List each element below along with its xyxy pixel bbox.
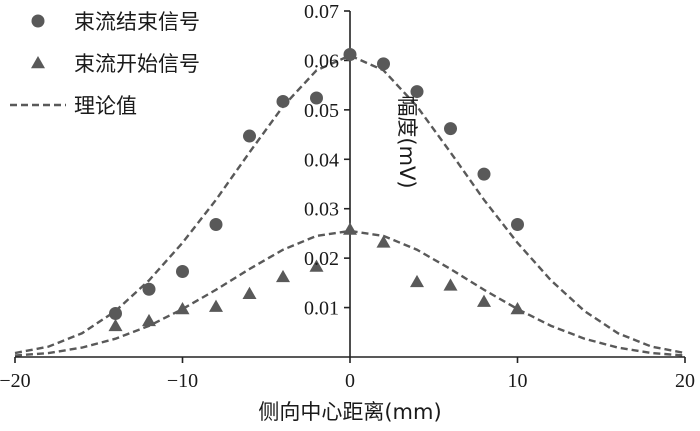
start-signal-point [510, 302, 525, 315]
legend-item: 束流开始信号 [31, 52, 200, 76]
theory-curve-start-signal [14, 229, 686, 357]
start-signal-point [276, 269, 290, 283]
legend-item: 束流结束信号 [31, 10, 200, 34]
x-tick-label: 20 [675, 370, 695, 392]
y-tick-label: 0.03 [304, 199, 339, 221]
y-tick-label: 0.05 [304, 100, 339, 122]
end-signal-point [276, 94, 290, 108]
labels-layer: −20 −10 0 10 20 0.01 0.02 0.03 0.04 0.05 0.06 0.07 侧… [0, 1, 695, 424]
x-axis-title: 侧向中心距离(mm) [258, 400, 441, 424]
end-signal-point [243, 129, 256, 143]
legend-label: 束流开始信号 [74, 52, 200, 76]
end-signal-point [343, 47, 357, 61]
end-signal-point [444, 122, 457, 136]
axes-layer [14, 10, 686, 363]
theory-curve-end-signal [14, 54, 686, 355]
start-signal-point [309, 259, 324, 272]
end-signal-point [310, 91, 323, 105]
start-signal-point [242, 286, 257, 299]
end-signal-point [477, 167, 491, 181]
end-signal-point [511, 218, 524, 232]
y-tick-label: 0.04 [304, 149, 339, 171]
start-signal-point [477, 294, 491, 307]
points-layer [108, 47, 525, 332]
start-signal-point [443, 278, 458, 291]
x-tick-label: 10 [508, 370, 528, 392]
end-signal-point [377, 57, 390, 71]
legend-label: 理论值 [74, 94, 137, 118]
y-tick-label: 0.02 [304, 248, 339, 270]
x-tick-label: 0 [345, 370, 355, 392]
start-signal-point [410, 274, 424, 288]
legend-triangle-swatch [31, 56, 45, 69]
end-signal-point [176, 264, 189, 278]
x-tick-label: −10 [167, 370, 198, 392]
start-signal-point [108, 318, 123, 332]
y-tick-label: 0.01 [304, 298, 339, 320]
x-tick-label: −20 [0, 370, 31, 392]
y-axis-title: 幅度(mV) [395, 95, 419, 188]
y-tick-label: 0.06 [304, 50, 339, 72]
legend-label: 束流结束信号 [74, 10, 200, 34]
start-signal-points [108, 222, 525, 332]
y-tick-label: 0.07 [304, 1, 339, 23]
end-signal-point [410, 85, 424, 99]
start-signal-point [343, 222, 357, 235]
legend-circle-swatch [31, 14, 45, 28]
end-signal-points [109, 47, 524, 321]
end-signal-point [142, 282, 156, 296]
end-signal-point [209, 218, 223, 232]
start-signal-point [376, 235, 391, 248]
lines-layer [14, 54, 686, 357]
end-signal-point [109, 307, 122, 321]
legend-item: 理论值 [10, 94, 137, 118]
start-signal-point [175, 302, 190, 315]
start-signal-point [209, 299, 223, 312]
start-signal-point [142, 313, 156, 327]
